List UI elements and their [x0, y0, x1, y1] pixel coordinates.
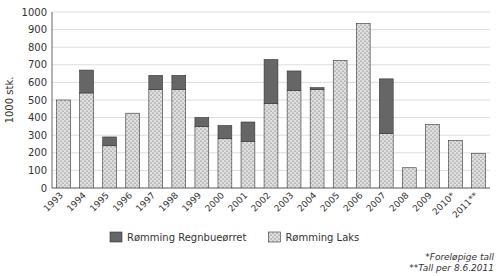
bar-segment: [472, 154, 486, 188]
bar-segment: [241, 122, 255, 141]
bar-segment: [241, 141, 255, 188]
y-tick-label: 700: [28, 59, 47, 70]
grid-line: [52, 29, 490, 30]
grid: [52, 12, 490, 188]
axes: 0 100 200 300 400 500 600 700 800 900 1000 19931994…: [22, 7, 490, 220]
bar-segment: [310, 88, 324, 90]
legend-label: Rømming Laks: [285, 232, 359, 243]
y-tick-label: 400: [28, 112, 47, 123]
x-tick-label: 2004: [295, 190, 318, 213]
x-tick-label: 1998: [157, 190, 180, 213]
x-tick-label: 1995: [88, 190, 111, 213]
x-tick-label: 1993: [42, 190, 65, 213]
x-tick-label: 2001: [226, 190, 249, 213]
bar-segment: [402, 168, 416, 188]
x-tick-label: 2003: [272, 190, 295, 213]
x-tick-label: 2006: [341, 190, 364, 213]
bar-segment: [195, 118, 209, 127]
bar-segment: [57, 100, 71, 101]
x-tick-label: 1994: [65, 190, 88, 213]
legend-label: Rømming Regnbueørret: [127, 232, 246, 243]
bar-segment: [57, 100, 71, 188]
legend-swatch: [110, 232, 122, 242]
y-tick-label: 100: [28, 165, 47, 176]
y-axis-line: [52, 12, 53, 188]
bar-segment: [264, 104, 278, 188]
bars: [57, 23, 486, 188]
bar-segment: [425, 124, 439, 125]
footnote: **Tall per 8.6.2011: [409, 263, 494, 273]
x-tick-label: 1997: [134, 190, 157, 213]
y-tick-label: 900: [28, 24, 47, 35]
chart-svg: 0 100 200 300 400 500 600 700 800 900 1000 19931994…: [0, 0, 500, 276]
bar-segment: [218, 126, 232, 139]
bar-segment: [287, 90, 301, 188]
bar-segment: [425, 125, 439, 188]
x-tick-label: 2002: [249, 190, 272, 213]
bar-segment: [333, 60, 347, 61]
bar-segment: [379, 133, 393, 188]
bar-segment: [218, 139, 232, 188]
bar-segment: [472, 153, 486, 154]
bar-segment: [264, 60, 278, 104]
x-tick-label: 1999: [180, 190, 203, 213]
grid-line: [52, 47, 490, 48]
x-tick-label: 2005: [318, 190, 341, 213]
y-tick-label: 0: [41, 183, 47, 194]
y-tick-label: 600: [28, 77, 47, 88]
bar-segment: [172, 89, 186, 188]
bar-segment: [449, 140, 463, 141]
bar-segment: [195, 126, 209, 188]
y-tick-label: 200: [28, 147, 47, 158]
x-tick-label: 2008: [387, 190, 410, 213]
bar-segment: [310, 89, 324, 188]
x-tick-label: 2000: [203, 190, 226, 213]
bar-segment: [126, 113, 140, 188]
grid-line: [52, 12, 490, 13]
bar-segment: [126, 113, 140, 114]
bar-segment: [449, 140, 463, 188]
bar-segment: [149, 89, 163, 188]
bar-segment: [287, 71, 301, 90]
bar-segment: [172, 75, 186, 89]
bar-segment: [379, 79, 393, 134]
bar-segment: [149, 75, 163, 89]
bar-segment: [356, 23, 370, 188]
x-tick-label: 2007: [364, 190, 387, 213]
bar-segment: [333, 60, 347, 188]
bar-segment: [103, 137, 117, 146]
chart-container: 0 100 200 300 400 500 600 700 800 900 1000 19931994…: [0, 0, 500, 276]
legend-swatch: [268, 232, 280, 242]
y-axis-label: 1000 stk.: [4, 77, 15, 124]
bar-segment: [402, 167, 416, 168]
x-tick-label: 1996: [111, 190, 134, 213]
legend: Rømming Regnbueørret Rømming Laks: [110, 232, 359, 243]
footnotes: *Foreløpige tall**Tall per 8.6.2011: [409, 252, 494, 273]
bar-segment: [356, 23, 370, 24]
footnote: *Foreløpige tall: [425, 252, 494, 262]
bar-segment: [103, 146, 117, 188]
x-tick-label: 2011**: [450, 190, 480, 220]
bar-segment: [80, 70, 94, 93]
y-tick-label: 300: [28, 130, 47, 141]
y-tick-label: 1000: [22, 7, 47, 18]
y-tick-label: 800: [28, 42, 47, 53]
bar-segment: [80, 93, 94, 188]
y-tick-label: 500: [28, 95, 47, 106]
